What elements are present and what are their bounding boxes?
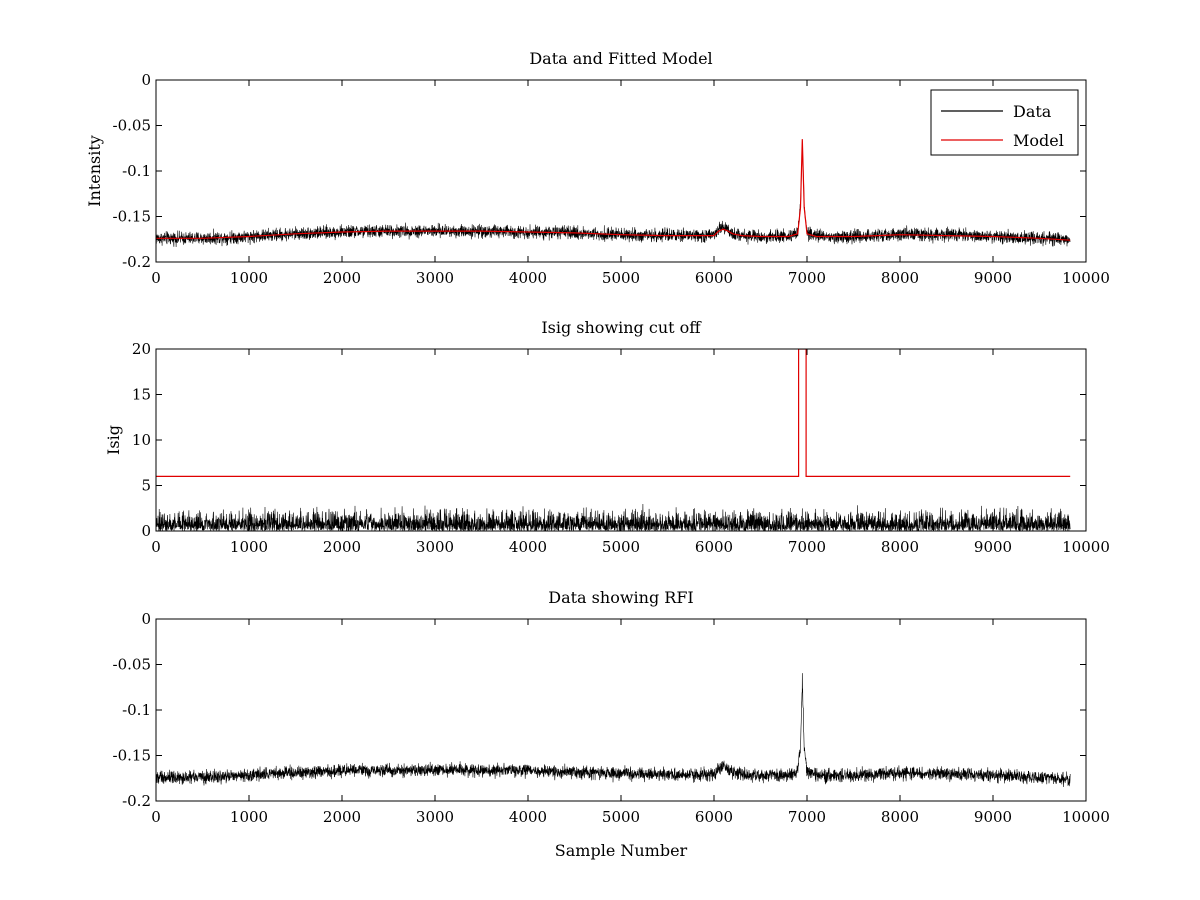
x-tick-label: 9000 — [974, 808, 1012, 826]
x-tick-label: 1000 — [230, 808, 268, 826]
x-tick-label: 3000 — [416, 808, 454, 826]
legend-label: Data — [1013, 102, 1052, 121]
series-line-model — [156, 139, 1071, 241]
subplot-1: 0 1000 2000 3000 4000 5000 6000 7000 8000 9000 100… — [85, 49, 1110, 287]
y-tick-label: -0.15 — [113, 208, 151, 226]
x-tick-label: 2000 — [323, 808, 361, 826]
series-line-isig — [156, 503, 1071, 531]
y-tick-label: -0.15 — [113, 747, 151, 765]
y-axis-label: Intensity — [85, 135, 104, 207]
x-tick-label: 4000 — [509, 269, 547, 287]
x-tick-label: 7000 — [788, 808, 826, 826]
x-tick-label: 5000 — [602, 538, 640, 556]
series-line-cut-off — [156, 349, 1071, 477]
y-tick-label: -0.2 — [122, 792, 151, 810]
x-tick-label: 8000 — [881, 269, 919, 287]
series-group — [156, 139, 1071, 248]
x-tick-label: 7000 — [788, 269, 826, 287]
x-tick-label: 10000 — [1062, 269, 1110, 287]
y-tick-label: 0 — [141, 610, 151, 628]
axes-box — [155, 348, 1087, 532]
x-tick-label: 8000 — [881, 808, 919, 826]
x-tick-label: 9000 — [974, 538, 1012, 556]
y-tick-label: 15 — [132, 386, 151, 404]
x-tick-label: 5000 — [602, 269, 640, 287]
x-tick-label: 2000 — [323, 538, 361, 556]
x-tick-label: 0 — [151, 808, 161, 826]
x-tick-label: 3000 — [416, 538, 454, 556]
x-tick-label: 4000 — [509, 538, 547, 556]
x-tick-label: 1000 — [230, 538, 268, 556]
y-tick-label: 0 — [141, 522, 151, 540]
y-tick-label: 0 — [141, 71, 151, 89]
y-axis-label: Isig — [104, 425, 123, 455]
x-tick-label: 10000 — [1062, 808, 1110, 826]
series-line-data — [156, 673, 1071, 788]
series-group — [156, 349, 1071, 531]
x-tick-label: 9000 — [974, 269, 1012, 287]
x-tick-label: 0 — [151, 538, 161, 556]
x-tick-label: 6000 — [695, 538, 733, 556]
y-tick-label: 5 — [141, 477, 151, 495]
x-axis-label: Sample Number — [555, 841, 688, 860]
x-tick-label: 2000 — [323, 269, 361, 287]
y-tick-label: 20 — [132, 340, 151, 358]
subplot-title: Isig showing cut off — [541, 318, 702, 337]
subplot-title: Data and Fitted Model — [529, 49, 712, 68]
legend: Data Model — [930, 89, 1079, 156]
x-tick-label: 7000 — [788, 538, 826, 556]
series-line-data — [156, 141, 1071, 248]
y-tick-label: -0.1 — [122, 162, 151, 180]
y-tick-label: -0.1 — [122, 701, 151, 719]
subplot-3: 0 1000 2000 3000 4000 5000 6000 7000 8000 9000 100… — [113, 588, 1110, 860]
subplot-2: 0 1000 2000 3000 4000 5000 6000 7000 8000 9000 100… — [104, 318, 1110, 556]
x-tick-label: 3000 — [416, 269, 454, 287]
x-tick-label: 5000 — [602, 808, 640, 826]
y-tick-label: 10 — [132, 431, 151, 449]
y-tick-label: -0.05 — [113, 656, 151, 674]
legend-box — [930, 89, 1079, 156]
x-tick-label: 0 — [151, 269, 161, 287]
y-tick-label: -0.2 — [122, 253, 151, 271]
x-tick-label: 8000 — [881, 538, 919, 556]
x-tick-label: 1000 — [230, 269, 268, 287]
subplot-title: Data showing RFI — [548, 588, 693, 607]
x-tick-label: 10000 — [1062, 538, 1110, 556]
x-tick-label: 4000 — [509, 808, 547, 826]
legend-label: Model — [1013, 131, 1064, 150]
y-tick-label: -0.05 — [113, 117, 151, 135]
x-tick-label: 6000 — [695, 269, 733, 287]
series-group — [156, 673, 1071, 788]
x-tick-label: 6000 — [695, 808, 733, 826]
